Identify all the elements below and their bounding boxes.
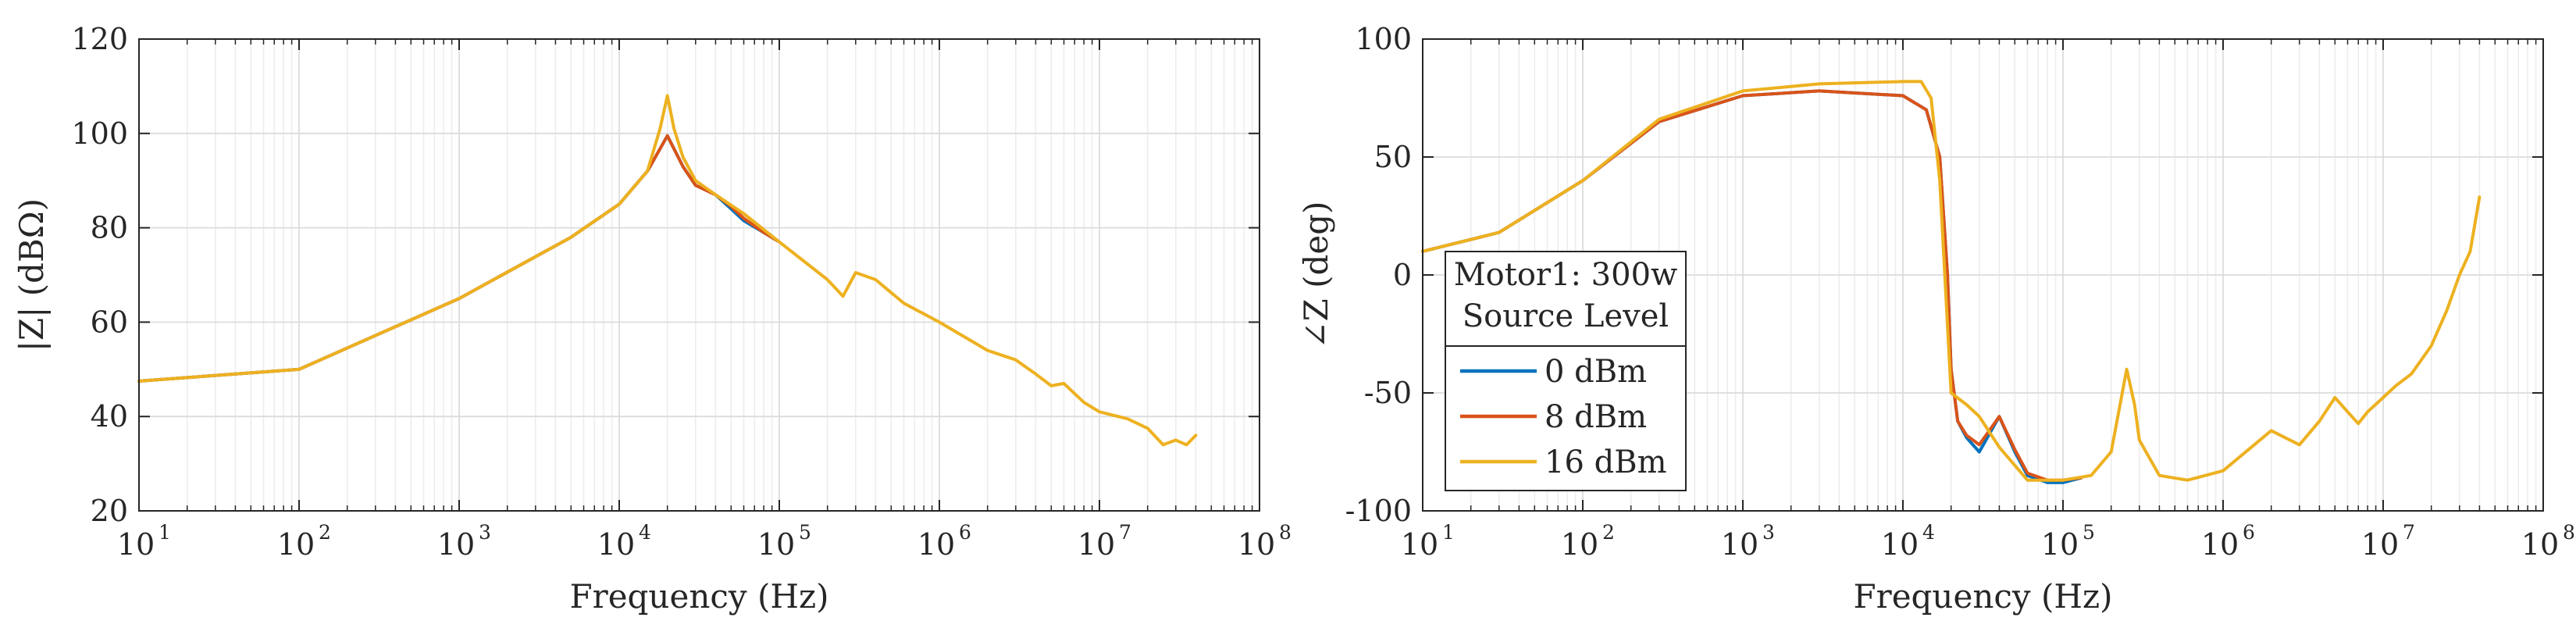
x-tick-label: 10 bbox=[437, 527, 475, 562]
x-tick-label: 10 bbox=[597, 527, 635, 562]
y-tick-label: 80 bbox=[91, 211, 128, 245]
x-tick-exponent: 3 bbox=[1762, 521, 1775, 544]
legend-label-16dbm: 16 dBm bbox=[1545, 444, 1667, 480]
series-line-16-dbm bbox=[137, 94, 1198, 447]
series-layer bbox=[1421, 80, 2482, 484]
x-tick-label: 10 bbox=[1721, 527, 1758, 562]
x-tick-exponent: 1 bbox=[159, 521, 171, 544]
x-tick-label: 10 bbox=[117, 527, 155, 562]
y-tick-label: 120 bbox=[71, 22, 128, 56]
y-tick-label: -100 bbox=[1345, 494, 1412, 528]
x-tick-exponent: 2 bbox=[1602, 521, 1615, 544]
y-tick-labels: 20 40 60 80 100 120 bbox=[71, 22, 128, 528]
x-tick-exponent: 4 bbox=[639, 521, 651, 544]
x-tick-label: 10 bbox=[277, 527, 315, 562]
x-tick-label: 10 bbox=[2521, 527, 2559, 562]
x-tick-exponent: 8 bbox=[1279, 521, 1292, 544]
legend-title-line1: Motor1: 300w bbox=[1454, 257, 1678, 293]
plot-frame bbox=[138, 38, 1260, 512]
y-tick-label: 60 bbox=[91, 305, 128, 339]
x-tick-exponent: 5 bbox=[2083, 521, 2095, 544]
x-tick-exponent: 7 bbox=[2403, 521, 2415, 544]
x-tick-exponent: 5 bbox=[799, 521, 811, 544]
legend-title-line2: Source Level bbox=[1463, 298, 1669, 334]
legend-label-8dbm: 8 dBm bbox=[1545, 399, 1647, 435]
x-tick-exponent: 4 bbox=[1922, 521, 1935, 544]
x-tick-exponent: 7 bbox=[1119, 521, 1131, 544]
y-tick-label: -50 bbox=[1364, 376, 1412, 410]
y-tick-labels: -100 -50 0 50 100 bbox=[1345, 22, 1412, 528]
tick-marks bbox=[138, 38, 1260, 512]
x-tick-label: 10 bbox=[1561, 527, 1598, 562]
series-line-16-dbm bbox=[1421, 80, 2482, 482]
x-tick-labels: 10 1 10 2 10 3 10 4 10 5 10 6 10 7 10 8 bbox=[1401, 521, 2575, 562]
y-axis-label: ∠Z (deg) bbox=[1297, 201, 1335, 348]
series-layer bbox=[137, 94, 1198, 447]
x-tick-label: 10 bbox=[917, 527, 955, 562]
x-tick-label: 10 bbox=[1401, 527, 1438, 562]
y-tick-label: 100 bbox=[71, 116, 128, 151]
x-tick-labels: 10 1 10 2 10 3 10 4 10 5 10 6 10 7 10 8 bbox=[117, 521, 1292, 562]
x-tick-label: 10 bbox=[1078, 527, 1115, 562]
x-tick-exponent: 6 bbox=[2243, 521, 2255, 544]
tick-marks bbox=[1422, 38, 2544, 512]
legend: Motor1: 300w Source Level 0 dBm 8 dBm 16… bbox=[1445, 251, 1687, 491]
y-tick-label: 50 bbox=[1374, 140, 1412, 174]
legend-label-0dbm: 0 dBm bbox=[1545, 354, 1647, 390]
x-tick-exponent: 3 bbox=[479, 521, 491, 544]
x-axis-label: Frequency (Hz) bbox=[1853, 577, 2112, 616]
y-tick-label: 0 bbox=[1393, 258, 1412, 292]
x-tick-label: 10 bbox=[1238, 527, 1275, 562]
y-tick-label: 100 bbox=[1355, 22, 1412, 56]
x-tick-exponent: 2 bbox=[319, 521, 331, 544]
y-axis-label: |Z| (dBΩ) bbox=[12, 198, 51, 352]
minor-grid bbox=[186, 39, 1253, 511]
x-tick-label: 10 bbox=[2201, 527, 2239, 562]
x-tick-exponent: 8 bbox=[2563, 521, 2575, 544]
y-tick-label: 20 bbox=[91, 494, 128, 528]
x-tick-label: 10 bbox=[2361, 527, 2399, 562]
x-tick-exponent: 6 bbox=[959, 521, 971, 544]
x-tick-label: 10 bbox=[1881, 527, 1919, 562]
x-axis-label: Frequency (Hz) bbox=[569, 577, 828, 616]
x-tick-label: 10 bbox=[757, 527, 795, 562]
x-tick-label: 10 bbox=[2041, 527, 2079, 562]
x-tick-exponent: 1 bbox=[1442, 521, 1455, 544]
y-tick-label: 40 bbox=[91, 399, 128, 434]
series-line-8-dbm bbox=[1421, 89, 2083, 482]
